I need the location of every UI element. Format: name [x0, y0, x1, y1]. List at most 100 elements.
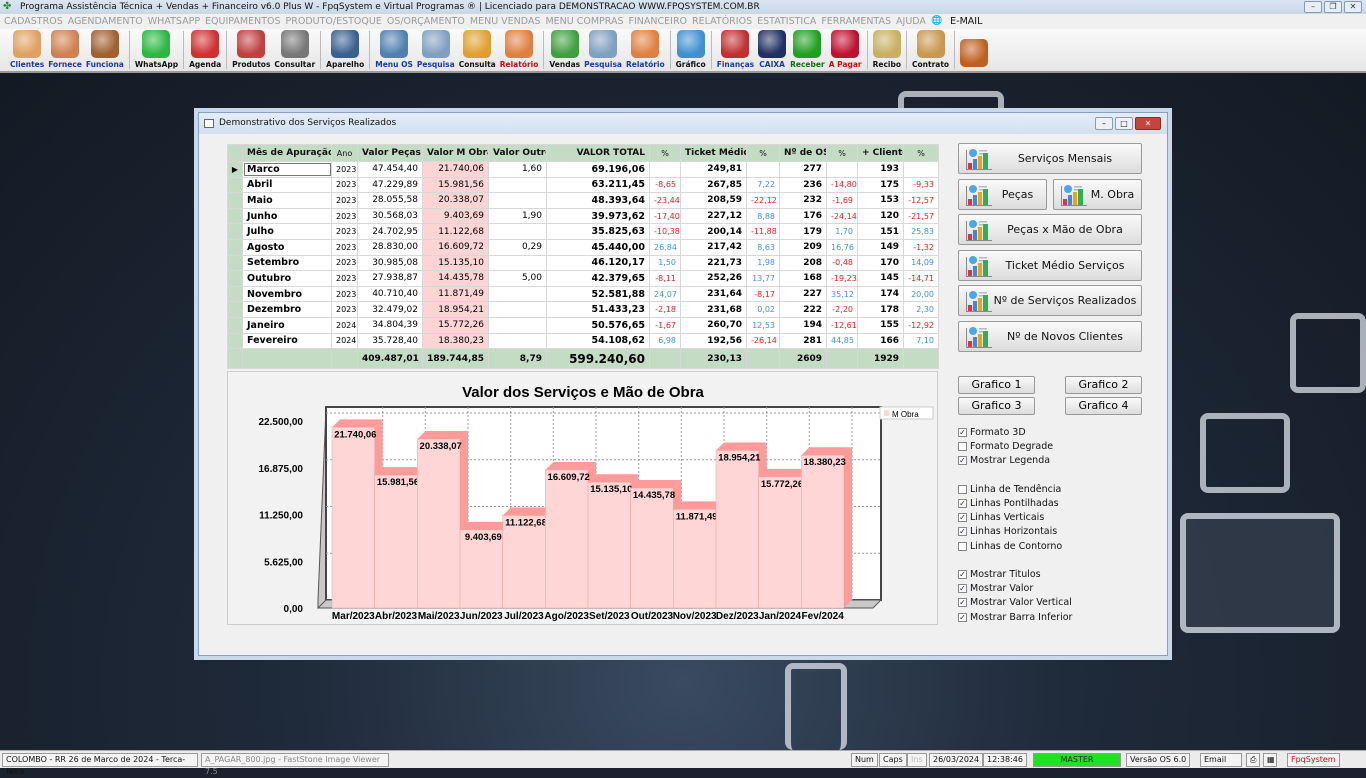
- chart-button-0[interactable]: Serviços Mensais: [958, 143, 1142, 174]
- chart-button-5[interactable]: Nº de Serviços Realizados: [958, 285, 1142, 316]
- window-close-button[interactable]: ✕: [1135, 117, 1161, 130]
- toolbar-button-fornece[interactable]: Fornece: [46, 29, 84, 71]
- checkbox-checked-icon[interactable]: ✓: [958, 613, 967, 622]
- minimize-button[interactable]: –: [1304, 1, 1322, 13]
- checkbox-checked-icon[interactable]: ✓: [958, 513, 967, 522]
- table-row[interactable]: Janeiro 2024 34.804,39 15.772,26 50.576,65 -1…: [227, 316, 939, 334]
- toolbar-button-clientes[interactable]: Clientes: [8, 29, 46, 71]
- toolbar-button-contrato[interactable]: Contrato: [910, 29, 951, 71]
- bar[interactable]: [758, 476, 802, 609]
- toolbar-button-funciona[interactable]: Funciona: [84, 29, 126, 71]
- option-checkbox[interactable]: ✓ Mostrar Valor Vertical: [958, 597, 1072, 608]
- chart-button-6[interactable]: Nº de Novos Clientes: [958, 321, 1142, 352]
- table-row[interactable]: Abril 2023 47.229,89 15.981,56 63.211,45 -8,6…: [227, 176, 939, 194]
- menu-relatrios[interactable]: RELATÓRIOS: [692, 16, 753, 27]
- chart-button-3[interactable]: Peças x Mão de Obra: [958, 214, 1142, 245]
- bar[interactable]: [502, 515, 546, 609]
- option-checkbox[interactable]: ✓ Linhas Horizontais: [958, 526, 1057, 537]
- menu-ferramentas[interactable]: FERRAMENTAS: [821, 16, 892, 27]
- bar[interactable]: [374, 474, 418, 609]
- calculator-icon[interactable]: ▦: [1263, 753, 1277, 767]
- table-row[interactable]: Junho 2023 30.568,03 9.403,69 1,90 39.973,62-…: [227, 207, 939, 225]
- menu-cadastros[interactable]: CADASTROS: [4, 16, 63, 27]
- toolbar-button-pesquisa[interactable]: Pesquisa: [415, 29, 457, 71]
- toolbar-button-apagar[interactable]: A Pagar: [827, 29, 864, 71]
- menu-equipamentos[interactable]: EQUIPAMENTOS: [205, 16, 281, 27]
- checkbox-checked-icon[interactable]: ✓: [958, 598, 967, 607]
- toolbar-button-relatrio[interactable]: Relatório: [498, 29, 541, 71]
- menu-agendamento[interactable]: AGENDAMENTO: [67, 16, 143, 27]
- option-checkbox[interactable]: ✓ Mostrar Barra Inferior: [958, 612, 1072, 623]
- table-row[interactable]: Dezembro 2023 32.479,02 18.954,21 51.433,23-…: [227, 301, 939, 318]
- toolbar-button-grfico[interactable]: Gráfico: [674, 29, 708, 71]
- option-checkbox[interactable]: Linhas de Contorno: [958, 541, 1062, 552]
- close-button[interactable]: ✕: [1344, 1, 1362, 13]
- grafico-button-4[interactable]: Grafico 4: [1065, 397, 1142, 415]
- window-minimize-button[interactable]: –: [1095, 117, 1113, 130]
- menu-osoramento[interactable]: OS/ORÇAMENTO: [386, 16, 465, 27]
- taskbar-item[interactable]: A_PAGAR_800.jpg - FastStone Image Viewer…: [201, 753, 389, 776]
- table-row[interactable]: ▶ Marco 2023 47.454,40 21.740,06 1,60 69.196,0…: [227, 161, 939, 178]
- toolbar-button-produtos[interactable]: Produtos: [230, 29, 272, 71]
- toolbar-button-receber[interactable]: Receber: [788, 29, 827, 71]
- checkbox-checked-icon[interactable]: ✓: [958, 456, 967, 465]
- option-checkbox[interactable]: ✓ Linhas Pontilhadas: [958, 498, 1059, 509]
- column-header[interactable]: + Clientes: [857, 144, 904, 162]
- column-header[interactable]: %: [649, 144, 681, 162]
- table-row[interactable]: Outubro 2023 27.938,87 14.435,78 5,00 42.379,…: [227, 270, 939, 287]
- column-header[interactable]: %: [746, 144, 780, 162]
- toolbar-button-agenda[interactable]: Agenda: [187, 29, 223, 71]
- chart-button-2[interactable]: M. Obra: [1053, 179, 1142, 210]
- checkbox-checked-icon[interactable]: ✓: [958, 570, 967, 579]
- bar[interactable]: [331, 427, 375, 609]
- grafico-button-1[interactable]: Grafico 1: [958, 376, 1035, 394]
- checkbox-checked-icon[interactable]: ✓: [958, 584, 967, 593]
- option-checkbox[interactable]: ✓ Linhas Verticais: [958, 512, 1044, 523]
- toolbar-button-vendas[interactable]: Vendas: [547, 29, 582, 71]
- toolbar-button-consulta[interactable]: Consulta: [457, 29, 498, 71]
- chart-button-4[interactable]: Ticket Médio Serviços: [958, 250, 1142, 281]
- column-header[interactable]: %: [903, 144, 939, 162]
- checkbox-unchecked-icon[interactable]: [958, 442, 967, 451]
- toolbar-button-whatsapp[interactable]: WhatsApp: [133, 29, 180, 71]
- toolbar-button-sair[interactable]: [958, 29, 990, 71]
- table-row[interactable]: Agosto 2023 28.830,00 16.609,72 0,29 45.440,0…: [227, 238, 939, 256]
- grafico-button-3[interactable]: Grafico 3: [958, 397, 1035, 415]
- column-header[interactable]: Valor Outros: [488, 144, 547, 162]
- checkbox-checked-icon[interactable]: ✓: [958, 527, 967, 536]
- bar[interactable]: [459, 529, 503, 609]
- table-row[interactable]: Novembro 2023 40.710,40 11.871,49 52.581,88 2…: [227, 285, 939, 303]
- bar[interactable]: [545, 469, 589, 609]
- email-button[interactable]: Email: [1200, 753, 1242, 767]
- column-header[interactable]: Valor M Obra: [422, 144, 489, 162]
- menu-financeiro[interactable]: FINANCEIRO: [628, 16, 688, 27]
- column-header[interactable]: %: [826, 144, 858, 162]
- menu-whatsapp[interactable]: WHATSAPP: [147, 16, 201, 27]
- menu-estatistica[interactable]: ESTATISTICA: [757, 16, 817, 27]
- column-header[interactable]: Ano: [331, 144, 358, 162]
- toolbar-button-finanas[interactable]: Finanças: [715, 29, 756, 71]
- menu-email[interactable]: 🌐 E-MAIL: [931, 14, 992, 29]
- table-row[interactable]: Julho 2023 24.702,95 11.122,68 35.825,63 -10,…: [227, 223, 939, 240]
- toolbar-button-relatrio[interactable]: Relatório: [624, 29, 667, 71]
- menu-menucompras[interactable]: MENU COMPRAS: [545, 16, 624, 27]
- grafico-button-2[interactable]: Grafico 2: [1065, 376, 1142, 394]
- toolbar-button-consultar[interactable]: Consultar: [272, 29, 317, 71]
- bar[interactable]: [630, 487, 674, 609]
- option-checkbox[interactable]: Formato Degrade: [958, 441, 1053, 452]
- column-header[interactable]: Mês de Apuração: [242, 144, 332, 162]
- table-row[interactable]: Setembro 2023 30.985,08 15.135,10 46.120,17 1…: [227, 254, 939, 272]
- restore-button[interactable]: ❐: [1324, 1, 1342, 13]
- bar[interactable]: [587, 481, 631, 609]
- menu-menuvendas[interactable]: MENU VENDAS: [469, 16, 541, 27]
- column-header[interactable]: Nº de OS: [779, 144, 827, 162]
- checkbox-unchecked-icon[interactable]: [958, 542, 967, 551]
- toolbar-button-aparelho[interactable]: Aparelho: [324, 29, 366, 71]
- toolbar-button-pesquisa[interactable]: Pesquisa: [582, 29, 624, 71]
- chart-button-1[interactable]: Peças: [958, 179, 1047, 210]
- checkbox-checked-icon[interactable]: ✓: [958, 428, 967, 437]
- table-row[interactable]: Maio 2023 28.055,58 20.338,07 48.393,64 -23,4…: [227, 192, 939, 209]
- bar[interactable]: [715, 450, 759, 609]
- column-header[interactable]: Valor Peças: [357, 144, 423, 162]
- option-checkbox[interactable]: ✓ Formato 3D: [958, 427, 1026, 438]
